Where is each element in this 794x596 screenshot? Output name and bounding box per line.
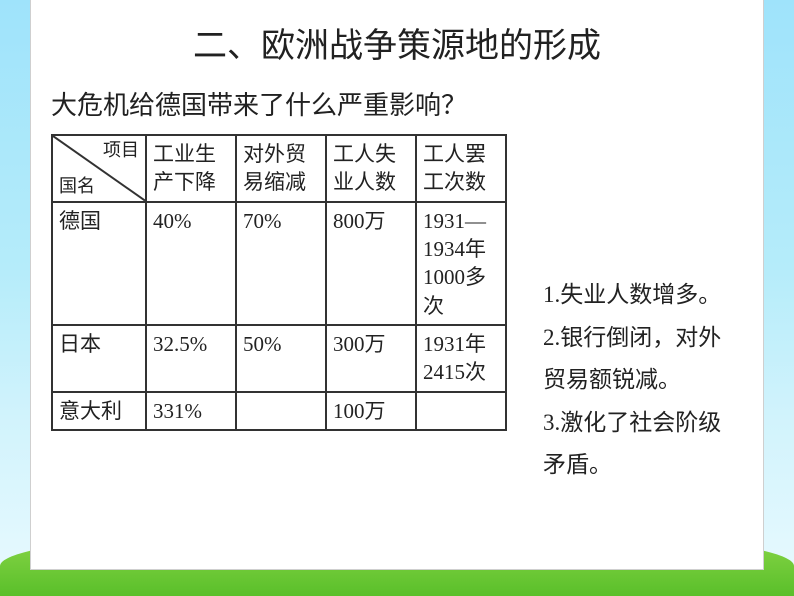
table-row: 日本 32.5% 50% 300万 1931年2415次 [52,325,506,392]
column-header: 对外贸易缩减 [236,135,326,202]
slide-stage: 二、欧洲战争策源地的形成 大危机给德国带来了什么严重影响？ 项目 国名 工业生产… [0,0,794,596]
table-cell: 300万 [326,325,416,392]
note-item: 3.激化了社会阶级矛盾。 [543,402,743,485]
table-cell: 40% [146,202,236,325]
row-name-cell: 德国 [52,202,146,325]
diag-header-top: 项目 [103,138,139,162]
table-row: 意大利 331% 100万 [52,392,506,430]
notes-list: 1.失业人数增多。 2.银行倒闭，对外贸易额锐减。 3.激化了社会阶级矛盾。 [543,274,743,487]
row-name-cell: 日本 [52,325,146,392]
table-cell: 800万 [326,202,416,325]
note-item: 1.失业人数增多。 [543,274,743,315]
data-table-wrap: 项目 国名 工业生产下降 对外贸易缩减 工人失业人数 工人罢工次数 德国 40%… [51,134,507,431]
table-cell: 1931年2415次 [416,325,506,392]
table-cell: 100万 [326,392,416,430]
table-cell [236,392,326,430]
table-cell: 50% [236,325,326,392]
table-cell: 70% [236,202,326,325]
table-cell: 331% [146,392,236,430]
row-name-cell: 意大利 [52,392,146,430]
content-row: 项目 国名 工业生产下降 对外贸易缩减 工人失业人数 工人罢工次数 德国 40%… [51,134,743,487]
column-header: 工人罢工次数 [416,135,506,202]
diagonal-header-cell: 项目 国名 [52,135,146,202]
table-cell: 1931—1934年1000多次 [416,202,506,325]
diag-header-bottom: 国名 [59,174,95,198]
slide-title: 二、欧洲战争策源地的形成 [51,18,743,67]
note-item: 2.银行倒闭，对外贸易额锐减。 [543,317,743,400]
slide-question: 大危机给德国带来了什么严重影响？ [51,85,743,122]
table-cell: 32.5% [146,325,236,392]
column-header: 工业生产下降 [146,135,236,202]
table-row: 德国 40% 70% 800万 1931—1934年1000多次 [52,202,506,325]
data-table: 项目 国名 工业生产下降 对外贸易缩减 工人失业人数 工人罢工次数 德国 40%… [51,134,507,431]
column-header: 工人失业人数 [326,135,416,202]
table-header-row: 项目 国名 工业生产下降 对外贸易缩减 工人失业人数 工人罢工次数 [52,135,506,202]
slide-panel: 二、欧洲战争策源地的形成 大危机给德国带来了什么严重影响？ 项目 国名 工业生产… [30,0,764,570]
table-cell [416,392,506,430]
